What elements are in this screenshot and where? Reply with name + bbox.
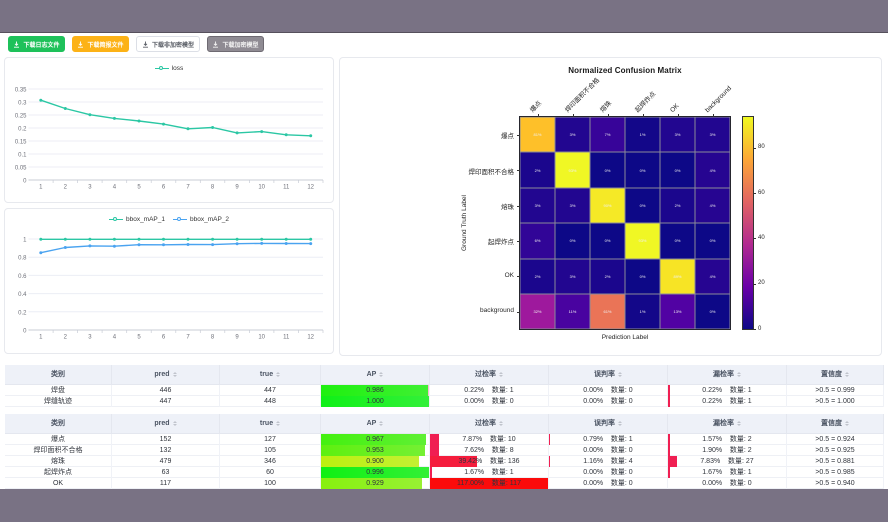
svg-text:4: 4: [113, 335, 117, 341]
svg-text:9: 9: [235, 185, 239, 191]
svg-text:11: 11: [283, 335, 290, 341]
svg-text:7: 7: [186, 185, 190, 191]
svg-text:2: 2: [64, 335, 68, 341]
svg-text:12: 12: [307, 185, 314, 191]
svg-text:0.2: 0.2: [18, 127, 27, 133]
svg-text:0.8: 0.8: [18, 256, 27, 262]
svg-text:9: 9: [235, 335, 239, 341]
svg-text:3: 3: [88, 185, 92, 191]
svg-text:0.2: 0.2: [18, 310, 27, 316]
svg-text:0.3: 0.3: [18, 101, 27, 107]
svg-text:2: 2: [64, 185, 68, 191]
svg-text:0: 0: [23, 329, 27, 335]
svg-text:10: 10: [258, 335, 265, 341]
svg-text:6: 6: [162, 335, 166, 341]
svg-text:0.6: 0.6: [18, 274, 27, 280]
svg-text:8: 8: [211, 185, 215, 191]
svg-text:6: 6: [162, 185, 166, 191]
svg-text:0.25: 0.25: [15, 114, 27, 120]
svg-text:0.4: 0.4: [18, 292, 27, 298]
svg-text:0: 0: [23, 179, 27, 185]
svg-text:1: 1: [39, 335, 43, 341]
svg-text:10: 10: [258, 185, 265, 191]
svg-text:1: 1: [39, 185, 43, 191]
svg-text:3: 3: [88, 335, 92, 341]
svg-text:1: 1: [23, 238, 27, 244]
svg-text:11: 11: [283, 185, 290, 191]
svg-text:8: 8: [211, 335, 215, 341]
svg-text:4: 4: [113, 185, 117, 191]
svg-text:12: 12: [307, 335, 314, 341]
svg-text:0.05: 0.05: [15, 166, 27, 172]
svg-text:7: 7: [186, 335, 190, 341]
svg-text:5: 5: [137, 335, 141, 341]
svg-text:0.1: 0.1: [18, 153, 27, 159]
svg-text:0.35: 0.35: [15, 88, 27, 94]
svg-text:5: 5: [137, 185, 141, 191]
svg-text:0.15: 0.15: [15, 140, 27, 146]
